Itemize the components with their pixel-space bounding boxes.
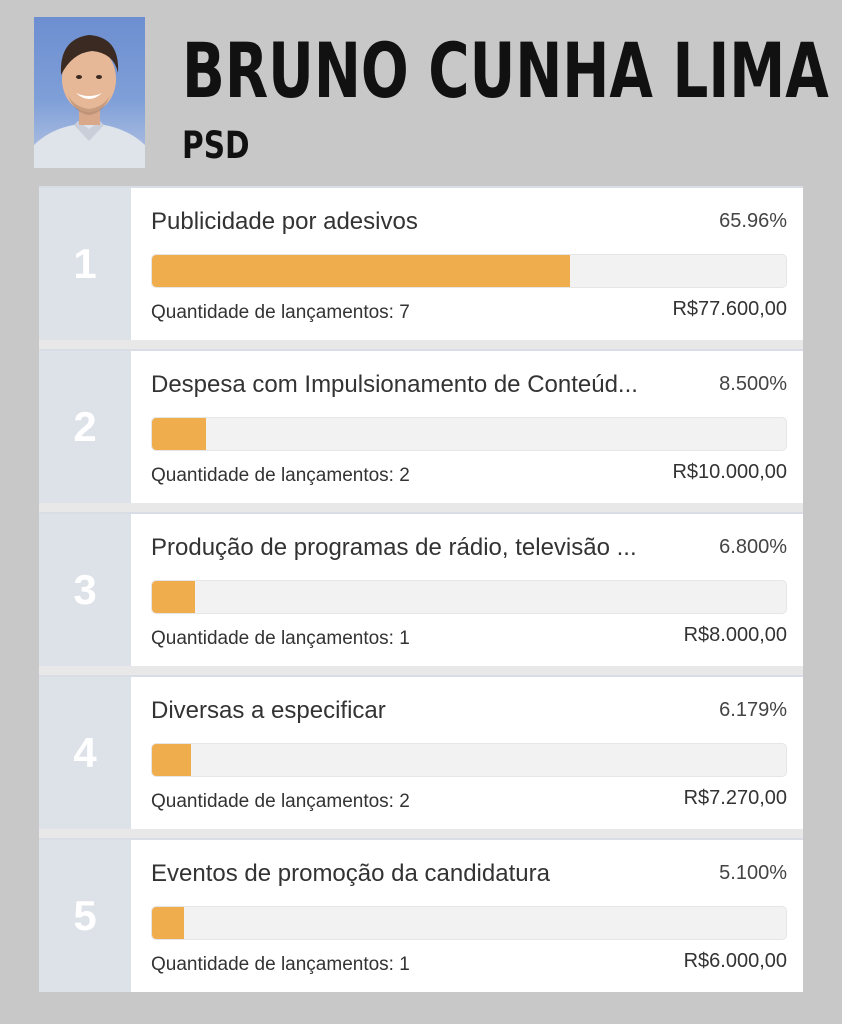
candidate-party: PSD [182, 124, 250, 167]
expense-label: Despesa com Impulsionamento de Conteúd..… [151, 371, 638, 398]
expense-item-5: 5 Eventos de promoção da candidatura 5.1… [39, 838, 803, 992]
expense-progress-bar [151, 906, 787, 940]
candidate-name: BRUNO CUNHA LIMA [182, 26, 829, 115]
expense-percent: 6.179% [719, 699, 787, 721]
entry-count: Quantidade de lançamentos: 2 [151, 465, 410, 486]
expense-label: Diversas a especificar [151, 697, 386, 724]
entry-count: Quantidade de lançamentos: 7 [151, 302, 410, 323]
header: BRUNO CUNHA LIMA PSD [0, 0, 842, 180]
expense-progress-bar [151, 417, 787, 451]
expense-amount: R$6.000,00 [683, 950, 787, 972]
rank-number: 4 [39, 677, 131, 829]
entry-count: Quantidade de lançamentos: 1 [151, 954, 410, 975]
progress-fill [152, 744, 192, 776]
progress-fill [152, 255, 571, 287]
expense-amount: R$8.000,00 [683, 624, 787, 646]
expense-item-1: 1 Publicidade por adesivos 65.96% Quanti… [39, 186, 803, 340]
expense-amount: R$7.270,00 [683, 787, 787, 809]
expense-item-4: 4 Diversas a especificar 6.179% Quantida… [39, 675, 803, 829]
rank-number: 1 [39, 188, 131, 340]
rank-number: 3 [39, 514, 131, 666]
expense-percent: 6.800% [719, 536, 787, 558]
expense-amount: R$77.600,00 [672, 298, 787, 320]
expense-percent: 65.96% [719, 210, 787, 232]
expense-progress-bar [151, 254, 787, 288]
entry-count: Quantidade de lançamentos: 2 [151, 791, 410, 812]
progress-fill [152, 907, 185, 939]
rank-number: 5 [39, 840, 131, 992]
expense-percent: 5.100% [719, 862, 787, 884]
expense-percent: 8.500% [719, 373, 787, 395]
rank-number: 2 [39, 351, 131, 503]
expense-amount: R$10.000,00 [672, 461, 787, 483]
expense-label: Produção de programas de rádio, televisã… [151, 534, 637, 561]
progress-fill [152, 418, 206, 450]
entry-count: Quantidade de lançamentos: 1 [151, 628, 410, 649]
expense-label: Eventos de promoção da candidatura [151, 860, 550, 887]
candidate-photo [34, 17, 145, 168]
expense-item-3: 3 Produção de programas de rádio, televi… [39, 512, 803, 666]
person-portrait-icon [34, 35, 145, 168]
expense-item-2: 2 Despesa com Impulsionamento de Conteúd… [39, 349, 803, 503]
expense-list: 1 Publicidade por adesivos 65.96% Quanti… [39, 186, 803, 992]
progress-fill [152, 581, 196, 613]
expense-progress-bar [151, 580, 787, 614]
expense-progress-bar [151, 743, 787, 777]
expense-label: Publicidade por adesivos [151, 208, 418, 235]
